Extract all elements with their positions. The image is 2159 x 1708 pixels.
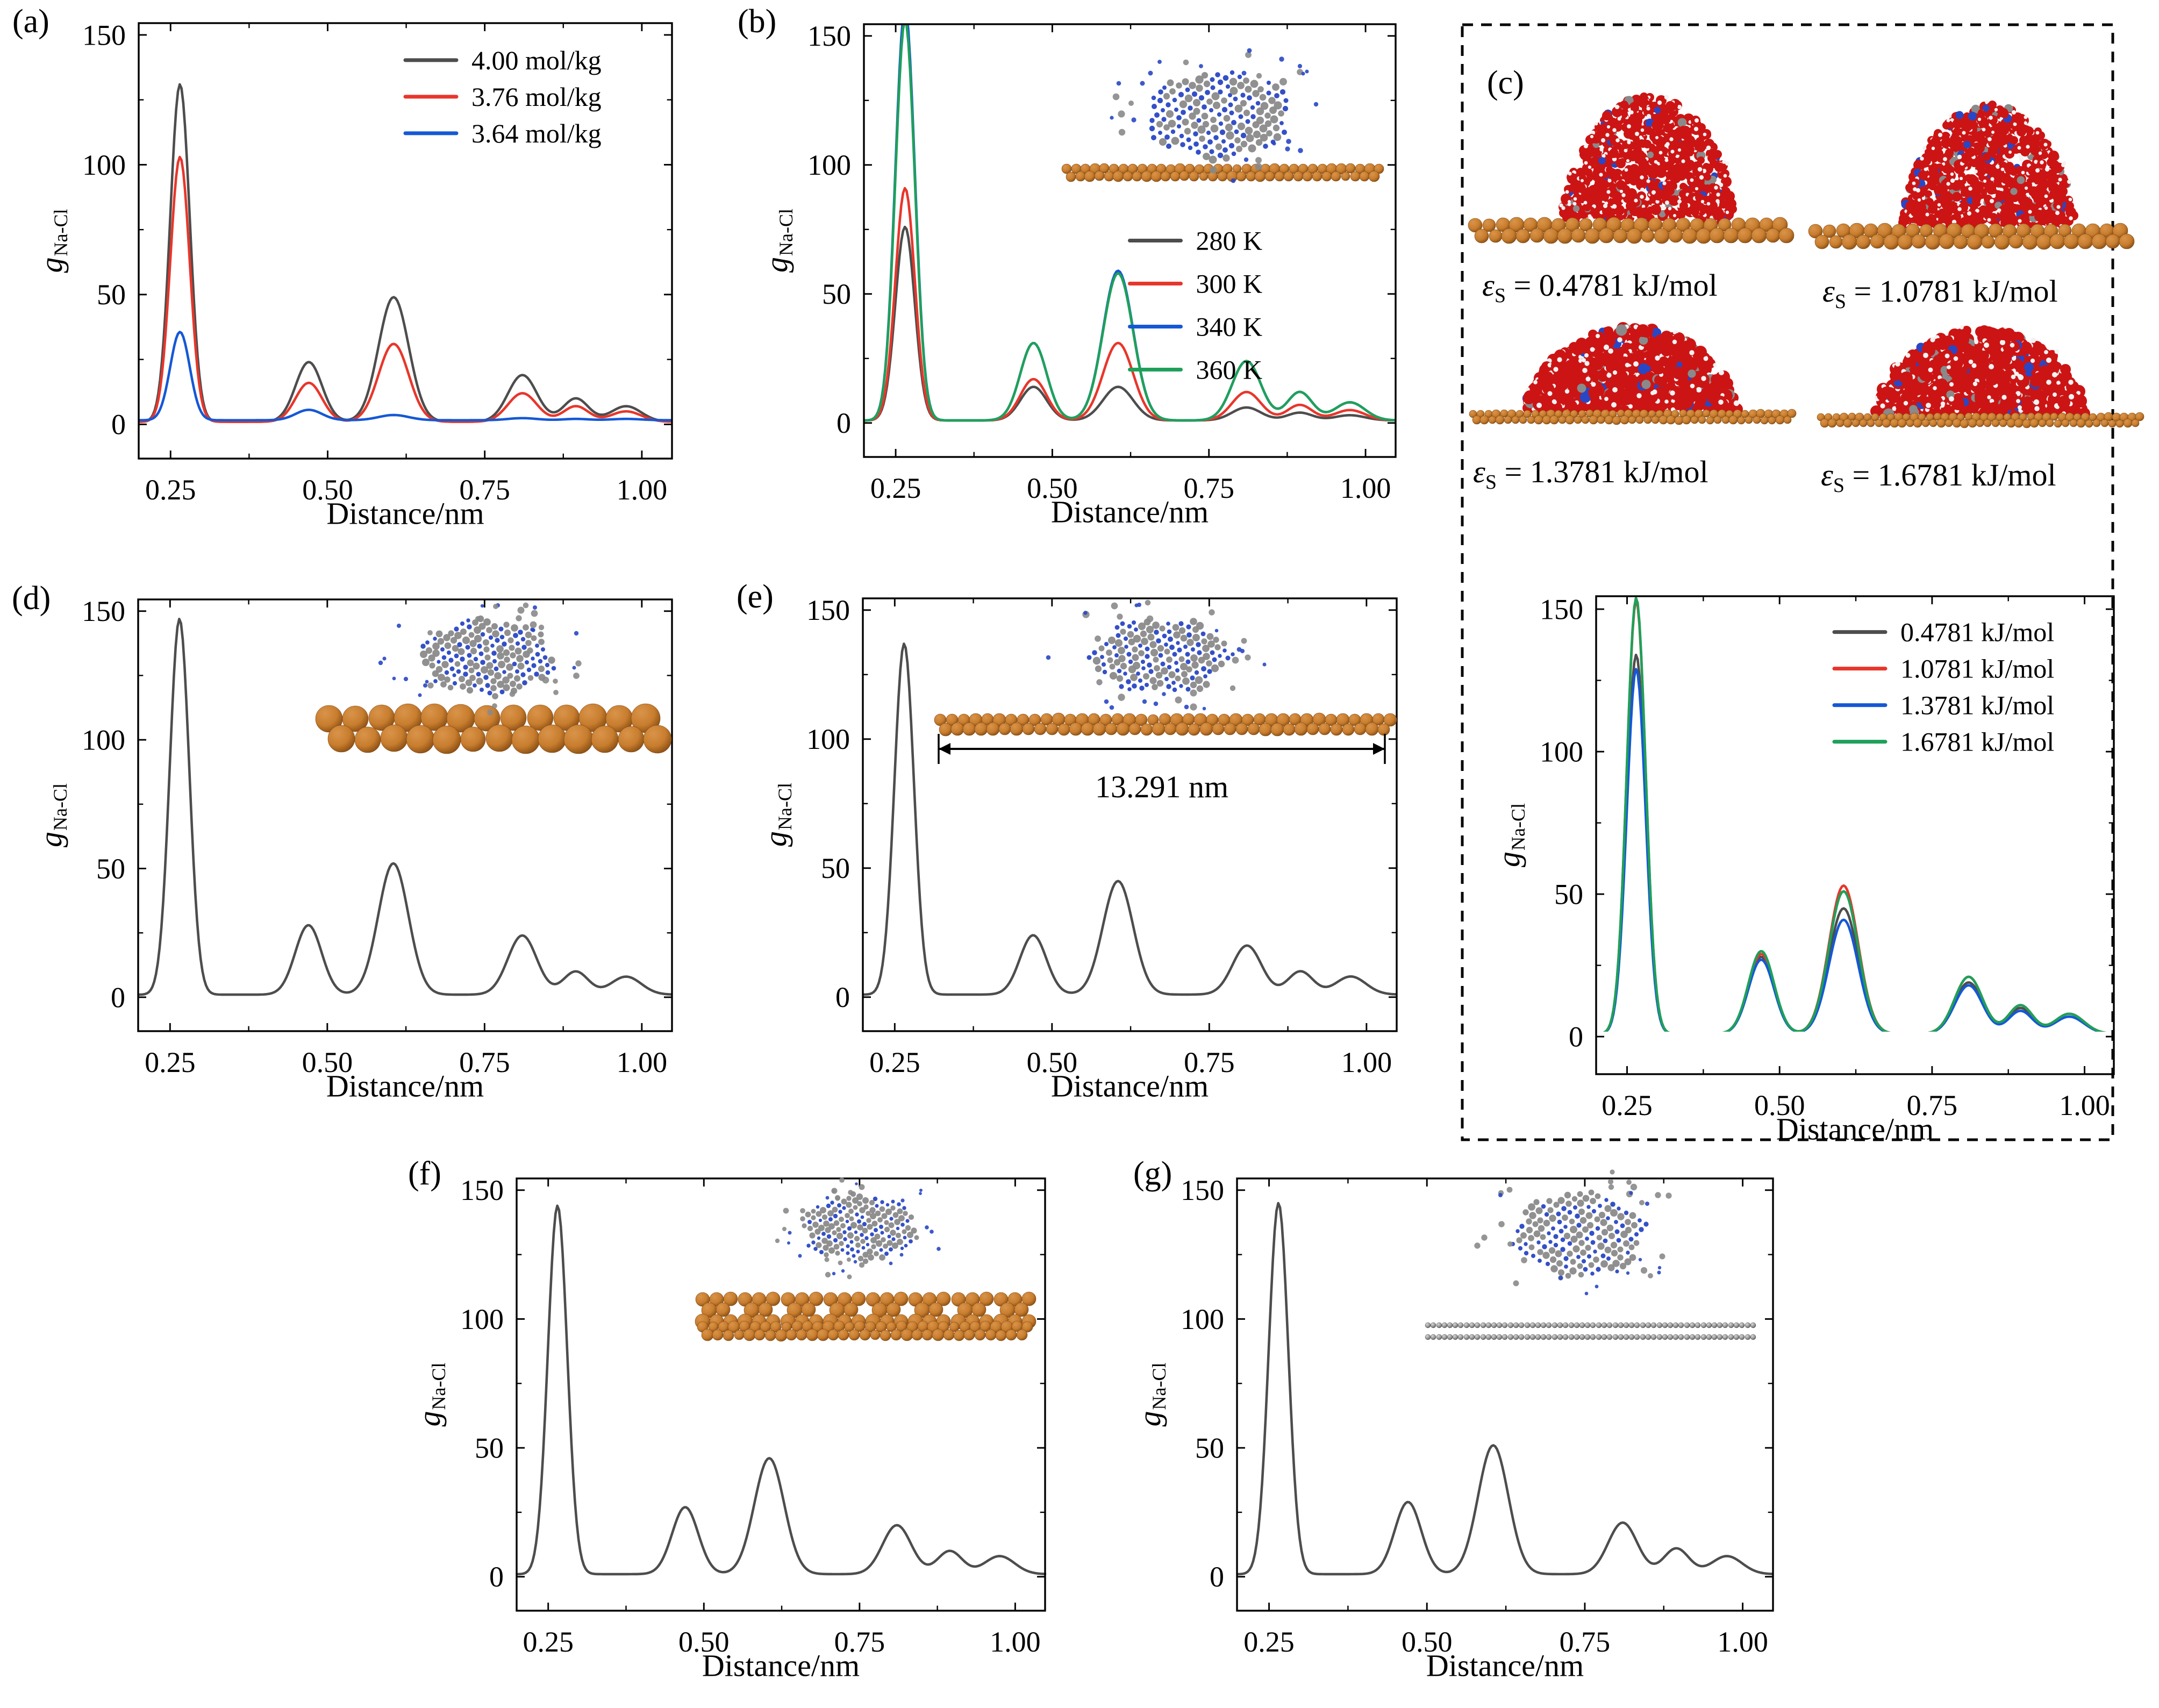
svg-text:100: 100 (1540, 735, 1583, 768)
svg-text:Distance/nm: Distance/nm (1051, 495, 1209, 530)
svg-text:(c): (c) (1487, 65, 1524, 101)
svg-text:50: 50 (97, 278, 126, 311)
svg-text:4.00 mol/kg: 4.00 mol/kg (471, 45, 602, 75)
svg-text:gNa-Cl: gNa-Cl (34, 209, 72, 273)
svg-text:150: 150 (82, 19, 126, 51)
svg-text:150: 150 (1540, 593, 1583, 625)
svg-text:εS = 1.0781 kJ/mol: εS = 1.0781 kJ/mol (1822, 274, 2058, 313)
svg-text:3.64 mol/kg: 3.64 mol/kg (471, 118, 602, 148)
svg-text:50: 50 (1554, 878, 1583, 910)
svg-text:1.00: 1.00 (2059, 1089, 2110, 1121)
svg-text:100: 100 (807, 149, 851, 181)
svg-text:3.76 mol/kg: 3.76 mol/kg (471, 82, 602, 112)
svg-text:280 K: 280 K (1196, 226, 1263, 256)
svg-text:0.25: 0.25 (1602, 1089, 1653, 1121)
svg-text:εS = 1.3781 kJ/mol: εS = 1.3781 kJ/mol (1473, 454, 1708, 494)
svg-text:360 K: 360 K (1196, 355, 1263, 385)
svg-text:150: 150 (807, 20, 851, 52)
svg-text:1.00: 1.00 (1340, 472, 1391, 504)
svg-text:εS = 0.4781 kJ/mol: εS = 0.4781 kJ/mol (1482, 268, 1718, 307)
svg-text:300 K: 300 K (1196, 269, 1263, 299)
svg-text:0.25: 0.25 (870, 472, 921, 504)
svg-text:0.25: 0.25 (145, 474, 196, 506)
svg-text:0: 0 (111, 409, 126, 441)
svg-text:100: 100 (82, 149, 126, 181)
svg-text:Distance/nm: Distance/nm (326, 496, 484, 531)
svg-text:1.00: 1.00 (617, 474, 668, 506)
svg-text:0: 0 (837, 407, 851, 439)
svg-text:εS = 1.6781 kJ/mol: εS = 1.6781 kJ/mol (1821, 458, 2056, 497)
svg-text:0: 0 (1569, 1021, 1583, 1053)
svg-text:gNa-Cl: gNa-Cl (759, 209, 797, 273)
svg-text:340 K: 340 K (1196, 312, 1263, 342)
svg-text:50: 50 (822, 278, 851, 310)
